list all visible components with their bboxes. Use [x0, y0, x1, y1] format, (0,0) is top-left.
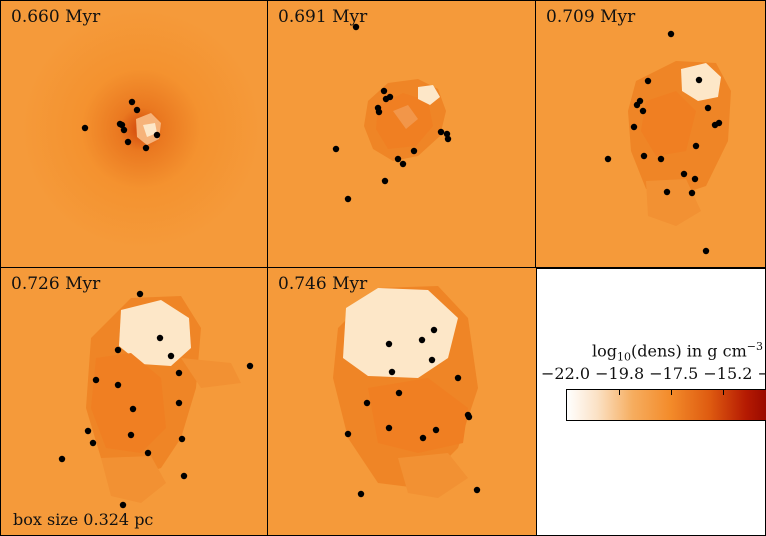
colorbar-tick	[671, 390, 672, 395]
sink-particles-1	[81, 98, 161, 152]
density-map-5	[268, 268, 536, 535]
density-panel-5: 0.746 Myr	[267, 267, 537, 536]
colorbar	[566, 389, 766, 421]
colorbar-label-exponent: −3	[746, 340, 763, 353]
density-panel-4: 0.726 Myr box size 0.324 pc	[0, 267, 268, 536]
sink-particles-2	[332, 23, 452, 203]
sink-particles-5	[344, 326, 481, 498]
panel-time-label: 0.709 Myr	[546, 7, 636, 27]
density-map-2	[268, 1, 535, 267]
panel-time-label: 0.746 Myr	[278, 274, 368, 294]
panel-time-label: 0.691 Myr	[278, 7, 368, 27]
colorbar-tick-label: −	[757, 364, 766, 383]
colorbar-label-log: log	[592, 341, 617, 361]
colorbar-tick-label: −17.5	[649, 364, 699, 383]
density-map-3	[536, 1, 765, 267]
density-panel-3: 0.709 Myr	[535, 0, 766, 268]
density-panel-1: 0.660 Myr	[0, 0, 268, 268]
colorbar-tick-labels: −22.0 −19.8 −17.5 −15.2 −	[541, 364, 766, 383]
density-map-4	[1, 268, 267, 535]
box-size-label: box size 0.324 pc	[13, 510, 154, 529]
sink-particles-4	[58, 290, 254, 509]
density-panel-2: 0.691 Myr	[267, 0, 536, 268]
colorbar-tick	[619, 390, 620, 395]
colorbar-label: log10(dens) in g cm−3	[592, 340, 763, 364]
colorbar-tick	[723, 390, 724, 395]
colorbar-tick-label: −15.2	[703, 364, 753, 383]
colorbar-tick-label: −22.0	[541, 364, 591, 383]
colorbar-label-unit: (dens) in g cm	[631, 341, 747, 361]
colorbar-tick-label: −19.8	[595, 364, 645, 383]
density-map-1	[1, 1, 267, 267]
panel-time-label: 0.660 Myr	[11, 7, 101, 27]
panel-time-label: 0.726 Myr	[11, 274, 101, 294]
colorbar-label-base: 10	[617, 350, 631, 364]
sink-particles-3	[604, 30, 723, 255]
